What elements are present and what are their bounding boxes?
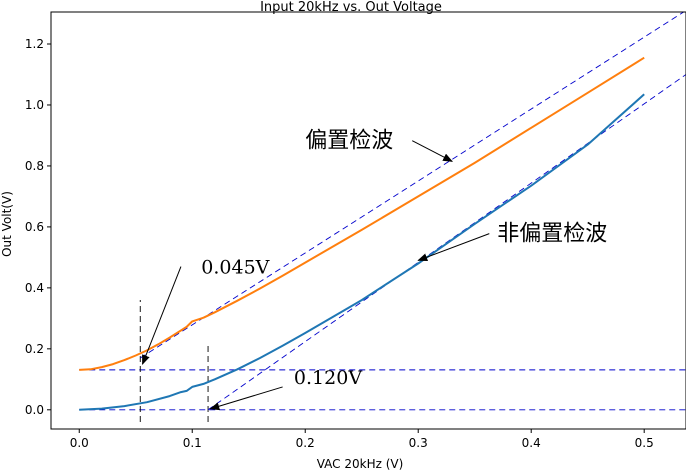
annotation-arrow [209,386,283,411]
plot-frame [50,11,686,430]
y-tick-label: 0.0 [25,403,44,417]
y-tick-label: 0.2 [25,342,44,356]
plot-area [79,12,686,422]
annotation-arrow [142,266,182,366]
y-tick-label: 1.0 [25,98,44,112]
y-tick-label: 0.6 [25,220,44,234]
x-tick-label: 0.5 [635,436,654,450]
y-tick-label: 0.8 [25,159,44,173]
x-tick-label: 0.1 [183,436,202,450]
chart-title: Input 20kHz vs. Out Voltage [260,0,442,15]
x-tick-label: 0.4 [522,436,541,450]
x-tick-label: 0.3 [409,436,428,450]
series-label-arrow [417,233,490,261]
annotation-label-1: 0.045V [201,257,269,279]
series-label-arrow [411,140,453,162]
x-tick-label: 0.2 [296,436,315,450]
x-tick-label: 0.0 [70,436,89,450]
series-line-1 [79,56,645,371]
x-axis-label: VAC 20kHz (V) [317,457,404,471]
y-axis-label: Out Volt(V) [0,191,14,257]
annotation-label-2: 0.120V [294,367,362,389]
series-line-2 [79,93,645,411]
tangent-guide-line [140,12,685,359]
y-tick-label: 0.4 [25,281,44,295]
series-label-1: 偏置检波 [305,129,393,154]
series-label-2: 非偏置检波 [497,222,607,247]
y-tick-label: 1.2 [25,37,44,51]
